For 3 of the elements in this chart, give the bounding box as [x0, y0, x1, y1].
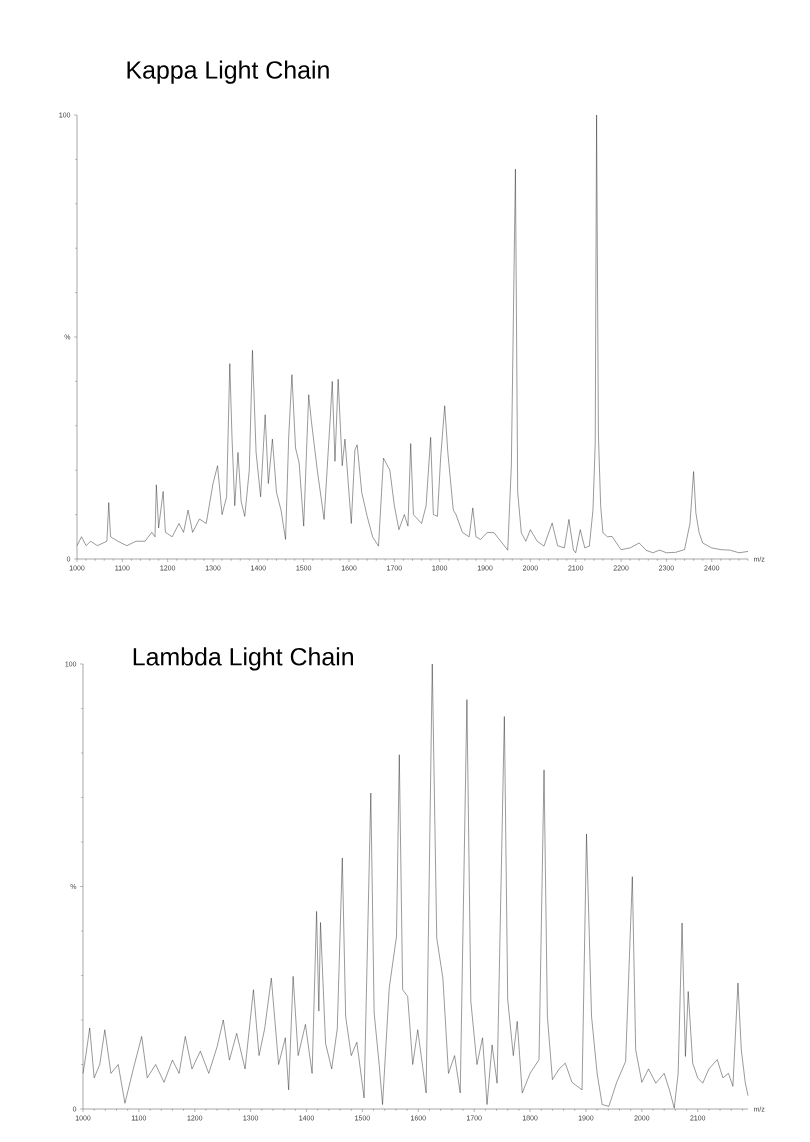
chart-title: Lambda Light Chain	[133, 647, 353, 671]
chart-title: Kappa Light Chain	[127, 60, 329, 84]
line-series	[76, 114, 749, 554]
